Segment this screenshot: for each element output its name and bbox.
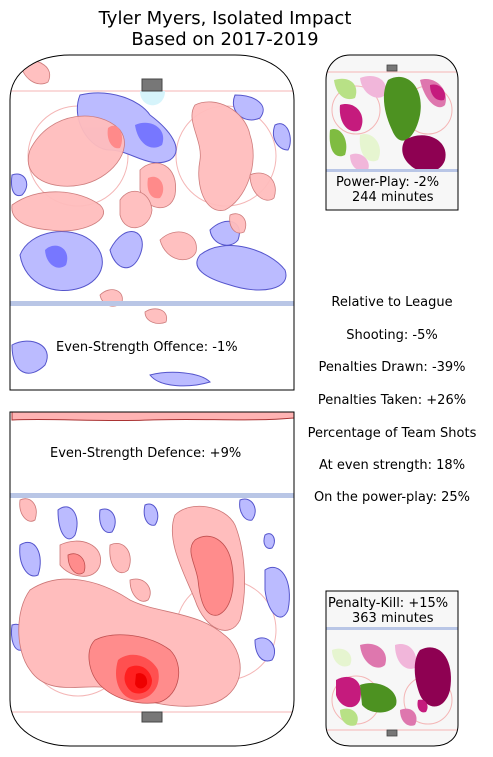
- power-play-share: On the power-play: 25%: [313, 490, 471, 505]
- penaltykill-minutes: 363 minutes: [352, 611, 434, 626]
- powerplay-heatmap: [326, 55, 458, 210]
- powerplay-minutes: 244 minutes: [352, 190, 434, 205]
- chart-title: Tyler Myers, Isolated Impact: [98, 8, 352, 29]
- offence-positive-cores: [107, 125, 164, 199]
- offence-heatmap: [10, 55, 294, 390]
- chart-subtitle: Based on 2017-2019: [131, 29, 319, 50]
- offence-rink-outline: [9, 54, 295, 391]
- powerplay-rink-outline: [325, 54, 459, 211]
- relative-heading: Relative to League: [331, 295, 453, 310]
- penaltykill-rink-outline: [325, 590, 459, 747]
- offence-negative-cores: [45, 122, 164, 268]
- penalties-taken-stat: Penalties Taken: +26%: [317, 393, 467, 408]
- even-strength-share: At even strength: 18%: [318, 458, 466, 473]
- offence-label: Even-Strength Offence: -1%: [56, 340, 238, 355]
- penaltykill-heatmap: [326, 591, 458, 746]
- shooting-stat: Shooting: -5%: [346, 328, 438, 343]
- penaltykill-label: Penalty-Kill: +15%: [328, 596, 449, 611]
- defence-rink-outline: [9, 411, 295, 747]
- defence-positive-core: [115, 654, 159, 700]
- defence-heatmap: [10, 412, 294, 746]
- powerplay-label: Power-Play: -2%: [336, 175, 440, 190]
- penalties-drawn-stat: Penalties Drawn: -39%: [318, 360, 466, 375]
- team-shots-heading: Percentage of Team Shots: [307, 426, 477, 441]
- defence-label: Even-Strength Defence: +9%: [50, 446, 242, 461]
